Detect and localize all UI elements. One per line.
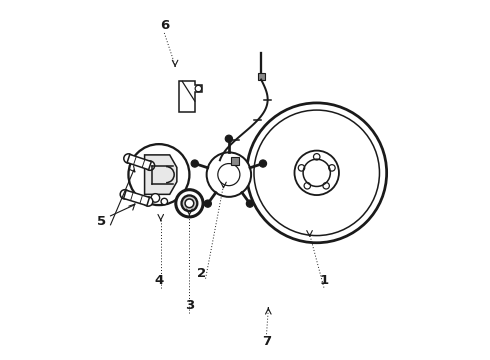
Circle shape <box>181 195 197 211</box>
Circle shape <box>259 160 267 167</box>
Polygon shape <box>179 81 202 112</box>
Circle shape <box>247 103 387 243</box>
Circle shape <box>246 200 253 207</box>
Circle shape <box>225 135 232 142</box>
Circle shape <box>146 161 155 170</box>
Circle shape <box>128 144 190 205</box>
Circle shape <box>144 197 153 206</box>
FancyBboxPatch shape <box>258 73 265 80</box>
Text: 5: 5 <box>97 215 106 228</box>
Circle shape <box>185 199 194 208</box>
Text: 7: 7 <box>262 335 271 348</box>
Circle shape <box>120 190 129 199</box>
Circle shape <box>124 154 133 163</box>
Text: 4: 4 <box>154 274 164 287</box>
Text: 3: 3 <box>185 299 194 312</box>
Circle shape <box>207 152 251 197</box>
Circle shape <box>161 198 168 205</box>
Text: 1: 1 <box>319 274 328 287</box>
Polygon shape <box>145 155 177 194</box>
Circle shape <box>176 190 203 217</box>
Polygon shape <box>123 190 149 206</box>
Text: 6: 6 <box>160 19 169 32</box>
Circle shape <box>204 200 211 207</box>
Text: 2: 2 <box>197 267 206 280</box>
FancyBboxPatch shape <box>231 157 239 165</box>
Polygon shape <box>127 154 151 170</box>
Circle shape <box>151 194 160 202</box>
Circle shape <box>191 160 198 167</box>
